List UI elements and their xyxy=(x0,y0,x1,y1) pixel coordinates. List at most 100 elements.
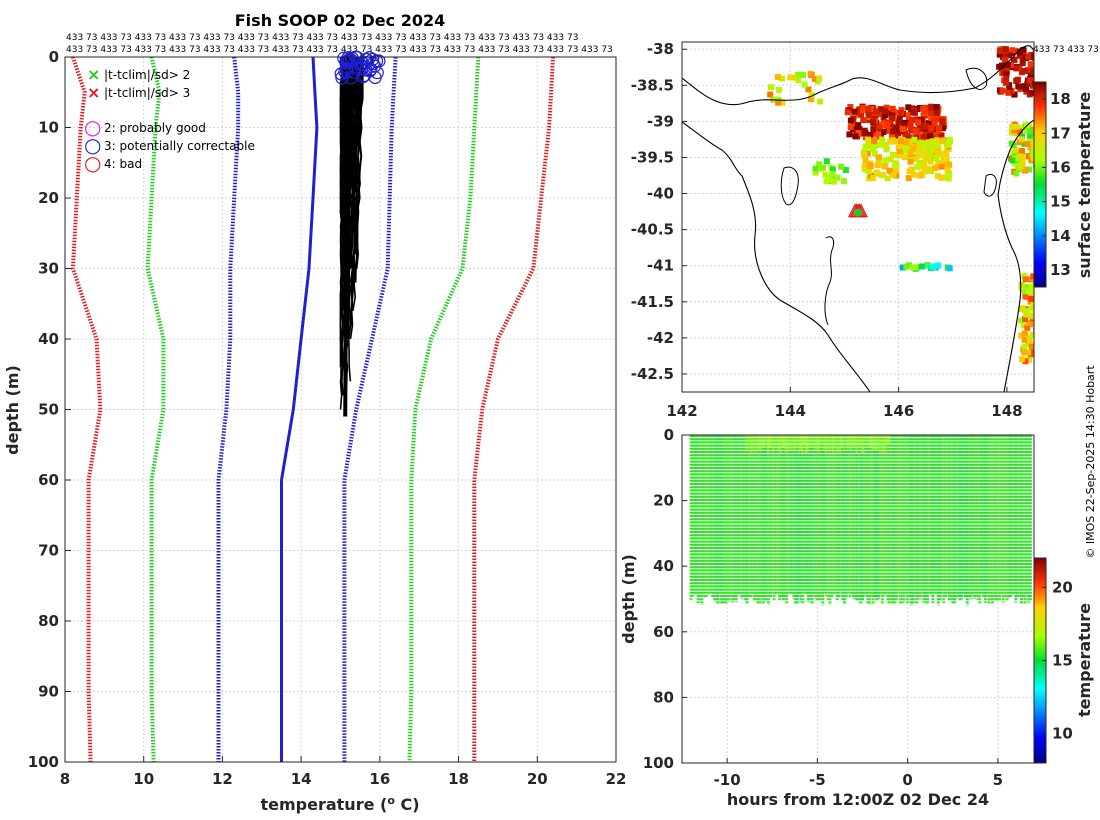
sst-pixel xyxy=(938,132,945,139)
sst-pixel xyxy=(1030,273,1034,280)
sst-pixel xyxy=(931,120,938,127)
sst-pixel xyxy=(1022,293,1029,300)
map-y-tick-label: -42.5 xyxy=(631,365,674,383)
sst-pixel xyxy=(933,109,940,116)
sst-pixel xyxy=(927,133,933,140)
sst-pixel xyxy=(1031,138,1034,145)
sst-pixel xyxy=(907,121,914,128)
time-depth-y-tick-label: 20 xyxy=(653,492,674,510)
sst-pixel xyxy=(890,171,897,178)
sst-pixel xyxy=(1027,132,1034,139)
sst-pixel xyxy=(939,125,946,132)
sst-pixel xyxy=(1018,136,1025,143)
sst-pixel xyxy=(939,119,946,126)
sst-pixel xyxy=(1020,46,1027,53)
sst-pixel xyxy=(869,175,876,181)
sst-pixel xyxy=(1021,349,1028,356)
sst-pixel xyxy=(1029,82,1034,89)
flag3-point xyxy=(340,62,354,76)
map-colorbar-tick-label: 14 xyxy=(1050,227,1071,245)
sst-pixel xyxy=(936,125,943,132)
ship-track-marker xyxy=(848,203,868,218)
sst-pixel xyxy=(807,71,814,78)
sst-pixel xyxy=(934,173,941,180)
sst-pixel xyxy=(1017,125,1024,132)
sst-pixel xyxy=(1022,316,1029,322)
sst-pixel xyxy=(817,98,824,105)
sst-pixel xyxy=(1025,288,1032,295)
sst-pixel xyxy=(846,131,853,138)
flag3-point xyxy=(340,54,355,68)
sst-pixel xyxy=(1021,336,1028,343)
flag3-point xyxy=(347,65,361,79)
sst-pixel xyxy=(894,126,901,133)
profile-x-tick-label: 20 xyxy=(527,770,548,788)
sst-pixel xyxy=(997,48,1003,54)
sst-pixel xyxy=(915,119,921,126)
map-colorbar-tick-label: 17 xyxy=(1050,124,1071,142)
sst-pixel xyxy=(938,138,945,145)
sst-pixel xyxy=(898,138,905,145)
sst-pixel xyxy=(931,117,938,124)
sst-pixel xyxy=(892,133,899,140)
sst-pixel xyxy=(867,132,873,138)
sst-pixel xyxy=(851,108,858,115)
time-depth-colorbar-ticks: 10 15 20 xyxy=(1042,578,1073,743)
sst-pixel xyxy=(901,154,908,160)
sst-pixel xyxy=(888,115,895,122)
profile-y-axis-label: depth (m) xyxy=(3,365,22,455)
sst-pixel xyxy=(812,165,819,172)
sst-pixel xyxy=(918,116,925,123)
sst-pixel xyxy=(1017,163,1024,169)
profile-climatology-lines xyxy=(70,56,555,763)
time-depth-y-tick-label: 0 xyxy=(664,426,674,444)
sst-pixel xyxy=(1026,340,1033,347)
sst-pixel xyxy=(1027,77,1034,84)
sst-pixel xyxy=(795,77,802,84)
sst-pixel xyxy=(870,130,877,137)
sst-pixel xyxy=(872,108,879,115)
sst-pixel xyxy=(927,158,934,165)
sst-pixel xyxy=(923,143,930,150)
sst-pixel xyxy=(1023,127,1030,134)
sst-pixel xyxy=(918,123,925,130)
sst-pixel xyxy=(903,147,910,154)
sst-pixel xyxy=(928,104,935,111)
sst-pixel xyxy=(1025,53,1032,60)
sst-pixel xyxy=(847,117,854,124)
sst-pixel xyxy=(1008,62,1014,68)
sst-pixel xyxy=(910,145,917,152)
profile-y-tick-label: 80 xyxy=(38,612,59,630)
profile-panel: 8 10 12 14 16 18 20 22 0 10 20 30 40 50 60 70 80 90 100 te… xyxy=(3,48,626,814)
map-y-tick-label: -40.5 xyxy=(631,221,674,239)
sst-pixel xyxy=(774,74,781,80)
sst-pixel xyxy=(1014,76,1021,83)
sst-pixel xyxy=(896,148,903,155)
sst-pixel xyxy=(1026,292,1033,298)
profile-x-tick-label: 10 xyxy=(133,770,154,788)
sst-pixel xyxy=(1004,61,1011,68)
sst-pixel xyxy=(923,150,930,157)
time-depth-y-tick-label: 80 xyxy=(653,688,674,706)
sst-pixel xyxy=(1018,284,1025,291)
sst-pixel xyxy=(1023,121,1030,128)
map-y-tick-label: -40 xyxy=(647,185,674,203)
sst-pixel xyxy=(936,151,943,158)
sst-pixel xyxy=(886,167,893,174)
sst-pixel xyxy=(861,166,868,173)
hunter-islands xyxy=(824,236,835,326)
track-point xyxy=(854,208,862,217)
sst-pixel xyxy=(838,163,845,170)
time-depth-x-tick-label: 5 xyxy=(993,771,1003,789)
sst-pixel xyxy=(943,174,950,181)
credit-text: © IMOS 22-Sep-2025 14:30 Hobart xyxy=(1084,365,1097,559)
sst-pixel xyxy=(878,171,885,178)
sst-pixel xyxy=(1026,166,1032,173)
observed-profile-line xyxy=(349,56,358,255)
sst-pixel xyxy=(883,104,890,111)
sst-pixel xyxy=(800,71,806,78)
sst-pixel xyxy=(1028,283,1034,290)
map-y-tick-label: -39.5 xyxy=(631,148,674,166)
sst-pixel xyxy=(816,161,823,168)
phillip-island xyxy=(965,67,988,90)
